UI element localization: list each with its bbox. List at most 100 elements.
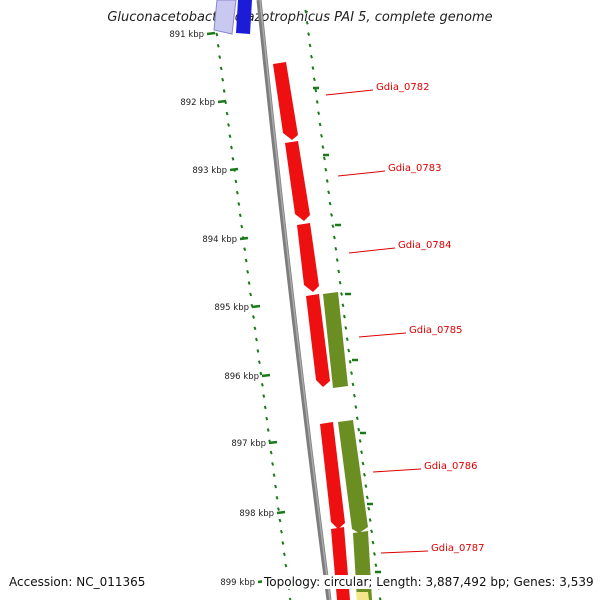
- inner-tick: [271, 462, 275, 466]
- inner-tick: [247, 281, 251, 285]
- accession-label: Accession: NC_011365: [9, 575, 146, 589]
- inner-tick: [225, 111, 229, 116]
- outer-tick: [328, 201, 332, 206]
- gene-label[interactable]: Gdia_0786: [424, 461, 477, 472]
- gene-arrow-gdia-0782[interactable]: [273, 62, 298, 140]
- outer-tick: [330, 213, 333, 217]
- outer-tick: [351, 382, 355, 387]
- inner-tick: [218, 55, 222, 59]
- genome-backbone: [256, 0, 332, 600]
- gene-leader-line: [325, 89, 374, 96]
- gene-arrow-gdia-0787[interactable]: [331, 527, 350, 600]
- inner-tick: [216, 43, 220, 48]
- gene-arrow-gdia-0785[interactable]: [306, 294, 330, 387]
- inner-tick: [256, 349, 260, 353]
- tick-label: 899 kbp: [220, 578, 255, 588]
- inner-tick: [272, 473, 276, 478]
- outer-tick: [311, 66, 315, 70]
- gene-label[interactable]: Gdia_0784: [398, 240, 451, 251]
- outer-tick: [344, 326, 348, 330]
- outer-tick: [338, 280, 342, 285]
- major-tick: [268, 440, 278, 445]
- major-tick: [217, 99, 227, 104]
- outer-tick: [332, 235, 336, 240]
- major-tick: [251, 304, 261, 309]
- outer-tick: [325, 179, 329, 183]
- summary-label: Topology: circular; Length: 3,887,492 bp…: [262, 575, 594, 589]
- inner-tick: [230, 145, 233, 150]
- outer-tick: [363, 472, 366, 477]
- gene-arrow-gdia-0786[interactable]: [320, 422, 345, 529]
- top-blue-genes: [213, 0, 252, 35]
- outer-tick: [361, 461, 365, 466]
- major-tick: [206, 31, 216, 36]
- outer-tick: [374, 563, 378, 568]
- outer-tick: [312, 77, 316, 82]
- outer-tick: [321, 145, 325, 149]
- inner-tick: [274, 484, 277, 489]
- outer-tick: [373, 552, 376, 556]
- inner-tick: [231, 156, 235, 161]
- tick-label: 892 kbp: [180, 98, 215, 108]
- gene-green-2[interactable]: [338, 420, 368, 533]
- gene-label[interactable]: Gdia_0785: [409, 325, 462, 336]
- inner-tick: [228, 134, 232, 139]
- outer-tick: [378, 597, 382, 600]
- gene-leader-line: [380, 550, 429, 554]
- inner-tick: [257, 360, 261, 365]
- inner-tick: [263, 405, 267, 410]
- outer-tick: [354, 405, 358, 409]
- inner-tick: [244, 258, 248, 263]
- outer-tick: [315, 100, 319, 104]
- inner-tick: [275, 495, 279, 500]
- outer-tick: [350, 371, 354, 375]
- gene-arrow-gdia-0784[interactable]: [297, 223, 319, 292]
- inner-tick: [246, 269, 250, 274]
- gene-arrow-gdia-0783[interactable]: [285, 141, 310, 221]
- inner-tick: [269, 450, 273, 455]
- inner-tick: [252, 315, 255, 319]
- outer-tick: [335, 258, 339, 262]
- outer-tick: [358, 439, 362, 443]
- inner-tick: [249, 292, 253, 297]
- outer-tick: [310, 54, 313, 59]
- inner-tick: [235, 190, 239, 195]
- gene-green-1[interactable]: [323, 292, 348, 388]
- gene-label[interactable]: Gdia_0782: [376, 82, 429, 93]
- inner-tick: [281, 541, 285, 545]
- outer-tick: [322, 156, 326, 161]
- gene-label[interactable]: Gdia_0787: [431, 543, 484, 554]
- gene-blue[interactable]: [236, 0, 252, 34]
- tick-label: 895 kbp: [214, 303, 249, 313]
- inner-tick: [255, 337, 258, 342]
- outer-tick: [331, 224, 335, 229]
- outer-tick: [307, 32, 311, 36]
- outer-tick: [357, 427, 361, 432]
- inner-tick: [219, 66, 223, 71]
- inner-tick: [266, 428, 270, 432]
- gene-green-3[interactable]: [353, 531, 372, 600]
- inner-tick: [262, 394, 266, 398]
- inner-tick: [259, 371, 263, 376]
- gene-yellow[interactable]: [356, 592, 369, 600]
- inner-tick: [227, 123, 230, 127]
- inner-tick: [260, 382, 264, 387]
- gene-blue-light[interactable]: [213, 0, 237, 35]
- outer-tick: [348, 359, 352, 364]
- outer-tick: [327, 190, 331, 195]
- outer-tick: [371, 540, 375, 545]
- outer-tick: [368, 518, 372, 522]
- tick-labels: 891 kbp 892 kbp 893 kbp 894 kbp 895 kbp 896 k…: [169, 30, 286, 588]
- inner-tick: [282, 552, 286, 557]
- outer-tick: [370, 529, 374, 534]
- inner-tick: [279, 529, 283, 534]
- major-tick: [229, 167, 239, 172]
- gene-label[interactable]: Gdia_0783: [388, 163, 441, 174]
- outer-tick: [345, 337, 349, 342]
- inner-tick: [253, 326, 257, 331]
- outer-tick: [334, 246, 338, 251]
- tick-label: 897 kbp: [231, 439, 266, 449]
- outer-tick: [317, 111, 321, 116]
- gene-leader-line: [348, 247, 396, 254]
